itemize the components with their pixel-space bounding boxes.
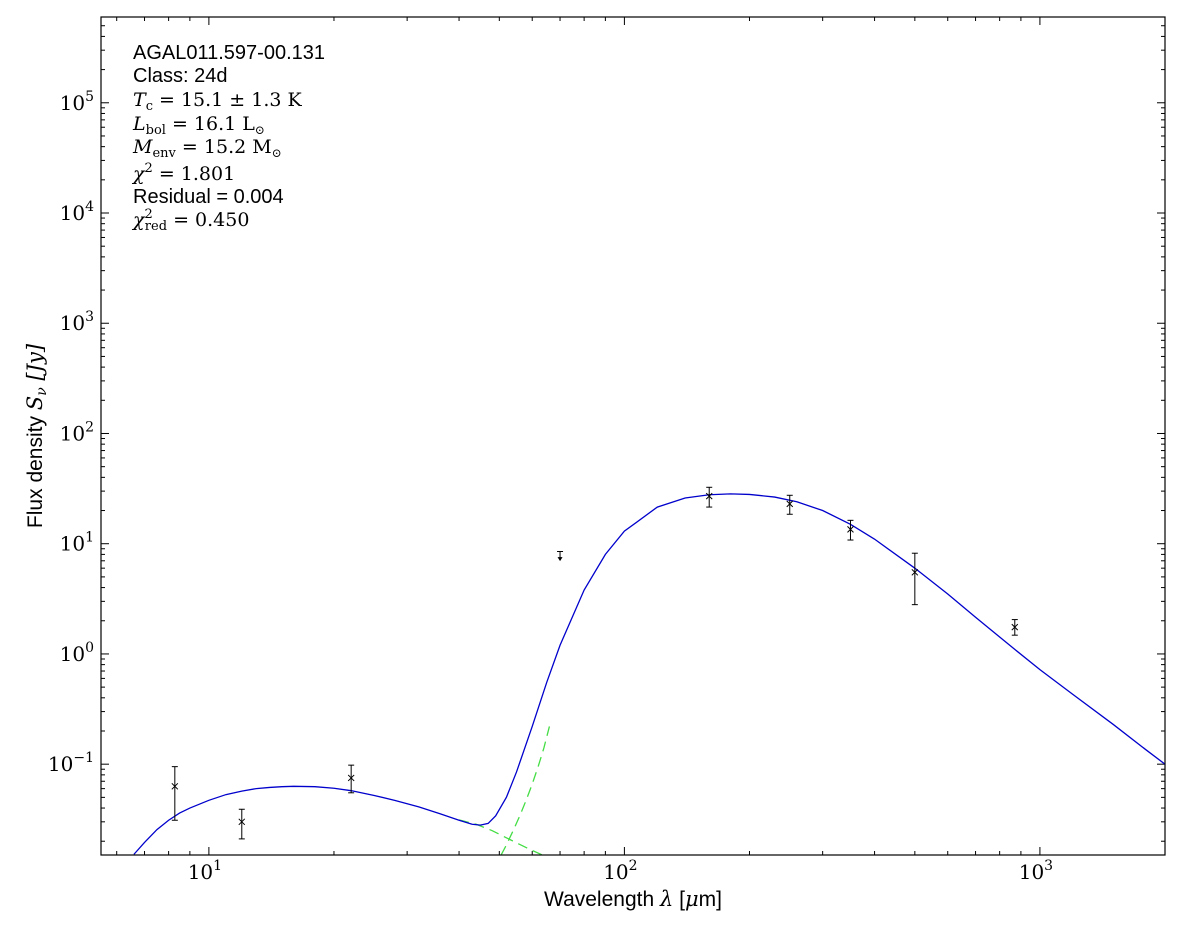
upper-limit-marker [557,550,564,562]
data-point [1011,619,1019,636]
x-tick-label: 103 [1019,858,1053,884]
chi-squared-annotation: χ2 = 1.801 [131,161,235,185]
x-tick-label: 102 [603,858,637,884]
plot-area [133,486,1165,855]
source-name: AGAL011.597-00.131 [133,42,325,64]
point-marker [238,818,246,826]
cold-component-curve [500,726,551,855]
class-label: Class: 24d [133,65,228,87]
y-tick-label: 104 [60,199,94,225]
y-tick-label: 10−1 [48,750,94,776]
luminosity-annotation: Lbol = 16.1 L⊙ [132,113,265,138]
axis-tick-labels: 101 102 103 10−1 100 101 102 103 104 105 [48,89,1053,884]
point-marker [911,568,919,576]
x-tick-label: 101 [188,858,222,884]
y-tick-label: 105 [60,89,94,115]
y-axis-label: Flux density Sν [Jy] [23,343,50,528]
data-point [911,552,919,606]
y-tick-label: 100 [60,640,94,666]
data-point [347,764,355,794]
data-point [847,519,854,541]
y-tick-label: 103 [60,309,94,335]
envelope-mass-annotation: Menv = 15.2 M⊙ [132,136,282,161]
data-point [238,808,246,840]
data-point [171,766,179,821]
total-fit-curve [133,493,1165,855]
temperature-annotation: Tc = 15.1 ± 1.3 K [133,89,303,114]
plot-frame [100,16,1166,856]
data-point [786,494,794,515]
x-axis-label: Wavelength λ [μm] [544,887,722,911]
point-marker [347,774,355,782]
y-tick-label: 101 [60,530,94,556]
annotation-block: AGAL011.597-00.131 Class: 24d Tc = 15.1 … [131,42,325,234]
reduced-chi-squared-annotation: χ2 red = 0.450 [131,207,249,234]
point-marker [786,500,794,508]
upper-limit-points [557,550,564,562]
point-marker [171,782,179,790]
axis-ticks [101,16,1166,855]
upper-limit-arrow [557,557,563,562]
residual-annotation: Residual = 0.004 [133,186,284,208]
data-points [171,486,1019,840]
point-marker [705,492,713,500]
data-point [705,486,713,508]
point-marker [847,525,854,533]
y-tick-label: 102 [60,419,94,445]
point-marker [1011,623,1019,631]
